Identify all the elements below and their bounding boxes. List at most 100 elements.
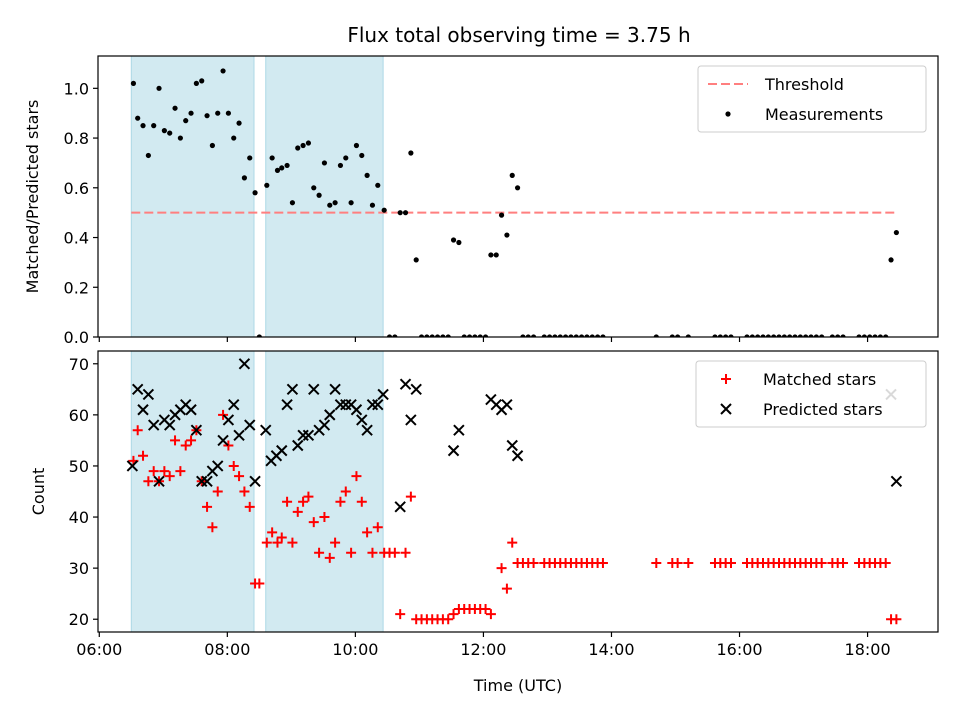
measurement-point [343,155,349,161]
measurement-point [177,135,183,141]
legend-matched-swatch [721,374,731,384]
measurement-point [348,200,354,206]
predicted-star-point [222,414,235,426]
matched-star-point [838,558,849,569]
measurement-point [749,334,755,337]
predicted-star-point [394,501,406,513]
matched-star-point [597,558,608,569]
measurement-point [498,212,505,218]
figure-title: Flux total observing time = 3.75 h [347,23,690,47]
x-tick-label: 08:00 [204,640,250,659]
predicted-star-point [318,419,331,431]
matched-star-point [672,558,683,569]
measurement-point [776,334,782,337]
measurement-point [893,229,899,236]
predicted-star-point [501,398,513,411]
matched-star-point [164,471,175,482]
matched-star-point [346,547,357,558]
matched-star-point [170,435,181,446]
predicted-star-point [153,475,165,487]
predicted-star-point [410,383,422,396]
measurement-point [829,334,835,337]
predicted-star-point [228,398,240,411]
matched-star-point [651,558,662,569]
x-tick-label: 16:00 [716,640,762,659]
measurement-point [653,334,659,337]
predicted-star-point [329,383,341,396]
measurement-point [477,334,483,337]
matched-star-point [202,501,213,512]
y-tick-label: 30 [69,559,89,578]
observing-window-band [130,55,255,338]
measurement-point [456,239,462,246]
predicted-star-point [399,378,412,390]
measurement-point [573,334,579,337]
measurement-point [552,334,558,337]
matched-star-point [351,471,362,482]
predicted-star-point [356,414,368,426]
measurement-point [578,334,585,337]
measurement-point [429,334,435,337]
predicted-star-point [361,424,373,436]
matched-star-point [207,522,218,533]
matched-star-point [143,476,154,487]
predicted-star-point [324,409,336,421]
measurement-point [723,334,729,337]
matched-star-point [282,496,293,507]
predicted-star-point [405,414,417,426]
predicted-star-point [244,419,256,431]
measurement-point [803,334,809,337]
predicted-star-point [511,450,524,462]
matched-star-point [228,460,239,471]
legend: Matched stars Predicted stars [695,360,927,428]
predicted-star-point [126,460,139,472]
matched-star-point [372,522,383,533]
measurement-point [220,68,226,74]
matched-star-point [335,496,346,507]
measurement-point [418,334,425,337]
legend-label: Measurements [765,105,883,124]
measurement-point [161,128,167,134]
predicted-star-point [276,444,288,457]
matched-star-point [308,517,319,528]
y-tick-label: 40 [69,508,89,527]
predicted-star-point [286,383,299,396]
y-axis-label: Count [29,468,48,516]
observing-window-band [265,55,384,338]
y-tick-label: 70 [69,355,89,374]
measurement-point [840,334,846,337]
matched-star-point [287,537,298,548]
measurement-point [504,232,510,238]
measurement-point [156,85,162,91]
measurement-point [215,110,221,116]
predicted-star-point [185,404,197,416]
measurement-point [520,334,526,337]
y-axis-label: Matched/Predicted stars [23,100,42,294]
matched-star-point [272,537,283,548]
measurement-point [247,155,253,161]
measurement-point [369,202,376,208]
measurement-point [482,334,489,337]
measurement-point [509,172,515,178]
measurement-point [461,334,467,337]
legend: Threshold Measurements [697,65,927,133]
matched-star-point [319,512,330,523]
matched-star-point [218,409,229,420]
predicted-star-point [350,404,363,416]
y-tick-label: 1.0 [64,79,89,98]
measurement-point [856,334,862,337]
measurement-point [321,160,328,166]
matched-star-point [725,558,736,569]
measurement-point [787,334,793,337]
legend-box [697,65,927,133]
matched-star-point [340,486,351,497]
matched-star-point [292,506,303,517]
measurement-point [472,334,478,337]
axes-frame [97,350,939,633]
measurement-point [440,334,446,337]
predicted-star-point [302,429,315,442]
predicted-star-point [281,398,293,411]
measurement-point [557,334,563,337]
measurement-point [781,334,787,337]
